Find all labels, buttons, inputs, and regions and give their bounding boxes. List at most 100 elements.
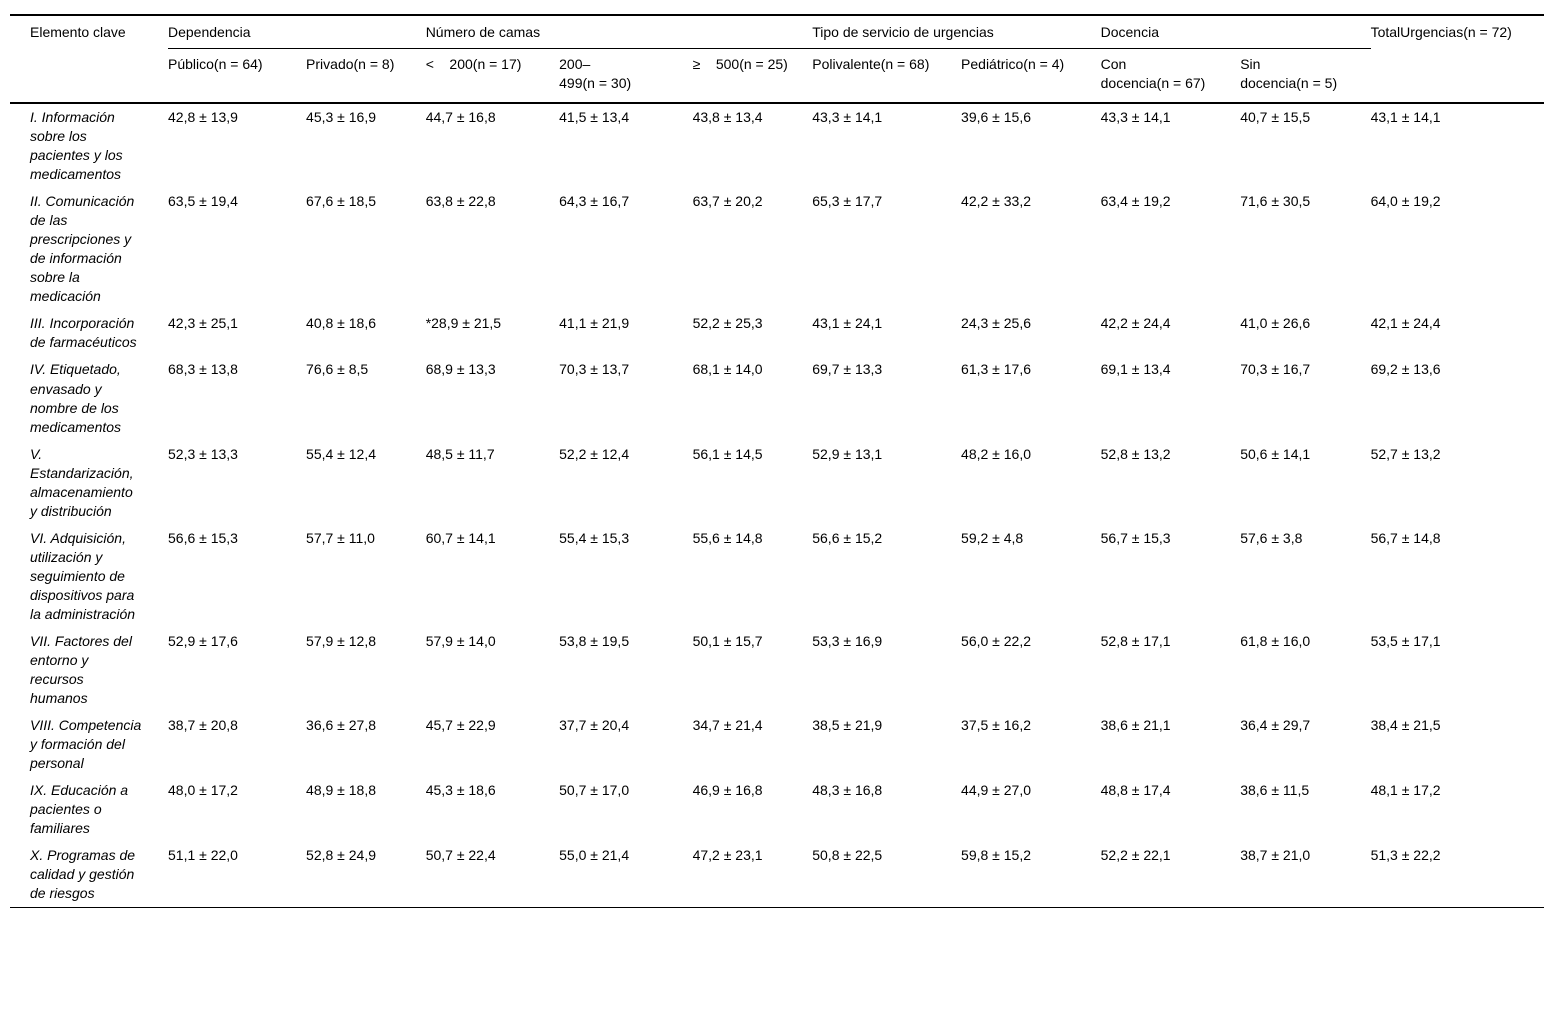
column-header-pediatrico: Pediátrico(n = 4) xyxy=(961,56,1065,73)
value-cell: 55,6 ± 14,8 xyxy=(692,529,763,546)
table-row: II. Comunicación de las prescripciones y… xyxy=(10,188,1544,310)
table-row: IV. Etiquetado, envasado y nombre de los… xyxy=(10,356,1544,440)
value-cell: 55,4 ± 12,4 xyxy=(306,445,377,462)
group-header-dependencia: Dependencia xyxy=(168,15,426,50)
value-cell: 48,2 ± 16,0 xyxy=(961,445,1031,462)
value-cell: 52,8 ± 13,2 xyxy=(1100,445,1171,462)
value-cell: 52,8 ± 17,1 xyxy=(1100,632,1171,649)
value-cell: 68,3 ± 13,8 xyxy=(168,361,238,378)
value-cell: 38,6 ± 21,1 xyxy=(1100,717,1171,733)
value-cell: 68,1 ± 14,0 xyxy=(692,361,763,378)
value-cell: 63,7 ± 20,2 xyxy=(692,193,763,210)
value-cell: 53,8 ± 19,5 xyxy=(559,632,630,649)
value-cell: 38,5 ± 21,9 xyxy=(812,717,883,733)
table-row: V. Estandarización, almacenamiento y dis… xyxy=(10,441,1544,525)
row-label: VIII. Competencia y formación del person… xyxy=(30,717,142,772)
group-header-numero-de-camas: Número de camas xyxy=(425,15,813,50)
value-cell: 57,9 ± 14,0 xyxy=(425,632,496,649)
value-cell: 57,6 ± 3,8 xyxy=(1240,529,1303,546)
value-cell: 50,7 ± 17,0 xyxy=(559,782,630,799)
value-cell: 48,0 ± 17,2 xyxy=(168,782,238,799)
value-cell: 40,7 ± 15,5 xyxy=(1240,109,1311,126)
value-cell: 70,3 ± 13,7 xyxy=(559,361,630,378)
value-cell: 43,3 ± 14,1 xyxy=(812,109,883,126)
value-cell: 56,7 ± 14,8 xyxy=(1370,529,1441,546)
value-cell: 40,8 ± 18,6 xyxy=(306,315,377,332)
value-cell: 56,6 ± 15,3 xyxy=(168,529,238,546)
table-row: VII. Factores del entorno y recursos hum… xyxy=(10,628,1544,712)
column-header-total-urgencias: TotalUrgencias(n = 72) xyxy=(1370,24,1512,40)
value-cell: 48,5 ± 11,7 xyxy=(425,445,495,462)
value-cell: 59,2 ± 4,8 xyxy=(961,529,1024,546)
value-cell: 42,2 ± 33,2 xyxy=(961,193,1031,210)
value-cell: 52,7 ± 13,2 xyxy=(1370,445,1441,462)
row-label: VI. Adquisición, utilización y seguimien… xyxy=(30,529,136,622)
value-cell: 50,7 ± 22,4 xyxy=(425,847,496,864)
group-header-row: Elemento clave Dependencia Número de cam… xyxy=(10,15,1544,50)
value-cell: 69,7 ± 13,3 xyxy=(812,361,883,378)
value-cell: 65,3 ± 17,7 xyxy=(812,193,883,210)
column-header-menos-200-camas: < 200(n = 17) xyxy=(425,56,522,73)
row-label: VII. Factores del entorno y recursos hum… xyxy=(30,632,132,706)
value-cell: 34,7 ± 21,4 xyxy=(692,717,763,733)
value-cell: 60,7 ± 14,1 xyxy=(425,529,496,546)
value-cell: 41,0 ± 26,6 xyxy=(1240,315,1311,332)
value-cell: 37,7 ± 20,4 xyxy=(559,717,630,733)
value-cell: 53,3 ± 16,9 xyxy=(812,632,883,649)
value-cell: 52,9 ± 13,1 xyxy=(812,445,883,462)
value-cell: 36,6 ± 27,8 xyxy=(306,717,377,733)
value-cell: 61,3 ± 17,6 xyxy=(961,361,1031,378)
value-cell: 50,6 ± 14,1 xyxy=(1240,445,1311,462)
value-cell: 42,1 ± 24,4 xyxy=(1370,315,1441,332)
value-cell: 38,4 ± 21,5 xyxy=(1370,717,1441,733)
value-cell: 48,9 ± 18,8 xyxy=(306,782,377,799)
value-cell: 44,7 ± 16,8 xyxy=(425,109,496,126)
value-cell: 38,6 ± 11,5 xyxy=(1240,782,1310,799)
value-cell: 59,8 ± 15,2 xyxy=(961,847,1031,864)
value-cell: 37,5 ± 16,2 xyxy=(961,717,1031,733)
value-cell: 45,3 ± 16,9 xyxy=(306,109,377,126)
value-cell: 52,2 ± 12,4 xyxy=(559,445,630,462)
column-header-polivalente: Polivalente(n = 68) xyxy=(812,56,930,73)
value-cell: 43,3 ± 14,1 xyxy=(1100,109,1171,126)
value-cell: 38,7 ± 20,8 xyxy=(168,717,238,733)
table-row: IX. Educación a pacientes o familiares 48… xyxy=(10,777,1544,842)
value-cell: 56,0 ± 22,2 xyxy=(961,632,1031,649)
value-cell: 55,0 ± 21,4 xyxy=(559,847,630,864)
value-cell: 52,8 ± 24,9 xyxy=(306,847,377,864)
column-header-con-docencia: Con docencia(n = 67) xyxy=(1100,56,1206,92)
row-label: I. Información sobre los pacientes y los… xyxy=(30,109,123,183)
column-header-privado: Privado(n = 8) xyxy=(306,56,395,73)
value-cell: 42,2 ± 24,4 xyxy=(1100,315,1171,332)
value-cell: 43,1 ± 24,1 xyxy=(812,315,883,332)
value-cell: 38,7 ± 21,0 xyxy=(1240,847,1311,864)
table-row: III. Incorporación de farmacéuticos 42,3 … xyxy=(10,310,1544,356)
value-cell: 46,9 ± 16,8 xyxy=(692,782,763,799)
value-cell: 69,2 ± 13,6 xyxy=(1370,361,1441,378)
value-cell: 53,5 ± 17,1 xyxy=(1370,632,1441,649)
table-body: I. Información sobre los pacientes y los… xyxy=(10,103,1544,908)
table-row: I. Información sobre los pacientes y los… xyxy=(10,103,1544,188)
value-cell: 52,3 ± 13,3 xyxy=(168,445,238,462)
value-cell: 61,8 ± 16,0 xyxy=(1240,632,1311,649)
value-cell: 44,9 ± 27,0 xyxy=(961,782,1031,799)
value-cell: 76,6 ± 8,5 xyxy=(306,361,369,378)
value-cell: 57,9 ± 12,8 xyxy=(306,632,377,649)
value-cell: 64,0 ± 19,2 xyxy=(1370,193,1441,210)
value-cell: 48,3 ± 16,8 xyxy=(812,782,883,799)
row-label: IX. Educación a pacientes o familiares xyxy=(30,782,129,837)
value-cell: 56,7 ± 15,3 xyxy=(1100,529,1171,546)
value-cell: 43,1 ± 14,1 xyxy=(1370,109,1441,126)
value-cell: 42,3 ± 25,1 xyxy=(168,315,238,332)
value-cell: 55,4 ± 15,3 xyxy=(559,529,630,546)
row-label: IV. Etiquetado, envasado y nombre de los… xyxy=(30,361,122,435)
column-header-elemento-clave: Elemento clave xyxy=(30,24,126,40)
column-header-publico: Público(n = 64) xyxy=(168,56,263,73)
column-header-500-o-mas-camas: ≥ 500(n = 25) xyxy=(692,56,788,73)
value-cell: 52,9 ± 17,6 xyxy=(168,632,238,649)
value-cell: 48,8 ± 17,4 xyxy=(1100,782,1171,799)
value-cell: 56,6 ± 15,2 xyxy=(812,529,883,546)
value-cell: 69,1 ± 13,4 xyxy=(1100,361,1171,378)
value-cell: 63,5 ± 19,4 xyxy=(168,193,238,210)
